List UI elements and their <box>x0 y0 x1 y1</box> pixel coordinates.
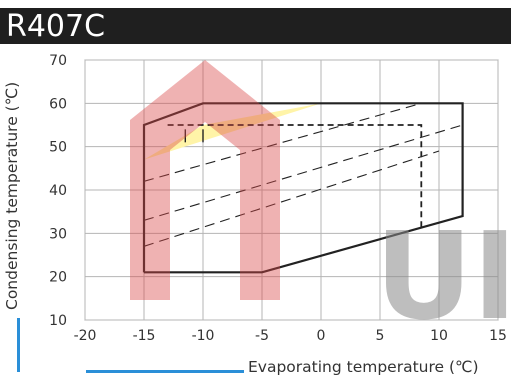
chart-title: R407C <box>6 9 106 44</box>
x-tick-label: 5 <box>376 328 385 344</box>
x-tick-label: 15 <box>489 328 507 344</box>
series-dashed-line-2 <box>143 124 463 221</box>
x-axis-accent-line <box>86 370 244 373</box>
y-tick-label: 20 <box>49 270 67 286</box>
x-tick-label: -20 <box>74 328 97 344</box>
y-tick-label: 40 <box>49 183 67 199</box>
x-tick-label: 10 <box>430 328 448 344</box>
watermark-text: UI <box>375 208 511 347</box>
series-dashed-line-4 <box>143 102 422 182</box>
series-solid-boundary-0 <box>142 102 464 274</box>
y-tick-label: 60 <box>49 96 67 112</box>
series-dashed-line-3 <box>143 150 440 247</box>
watermark-logo-shape <box>130 60 280 300</box>
y-axis-accent-line <box>17 318 20 372</box>
x-tick-label: -15 <box>133 328 156 344</box>
y-axis-label: Condensing temperature (℃) <box>3 81 21 310</box>
x-tick-label: -5 <box>255 328 269 344</box>
watermark-logo <box>130 60 280 300</box>
y-tick-label: 10 <box>49 313 67 329</box>
y-tick-label: 50 <box>49 140 67 156</box>
x-tick-label: -10 <box>192 328 215 344</box>
x-tick-label: 0 <box>317 328 326 344</box>
series-dashed-boundary-1 <box>167 124 423 229</box>
y-tick-label: 30 <box>49 226 67 242</box>
y-tick-label: 70 <box>49 53 67 69</box>
title-bar: R407C <box>0 8 511 44</box>
x-axis-label: Evaporating temperature (℃) <box>248 358 479 376</box>
shaded-region <box>144 103 321 160</box>
